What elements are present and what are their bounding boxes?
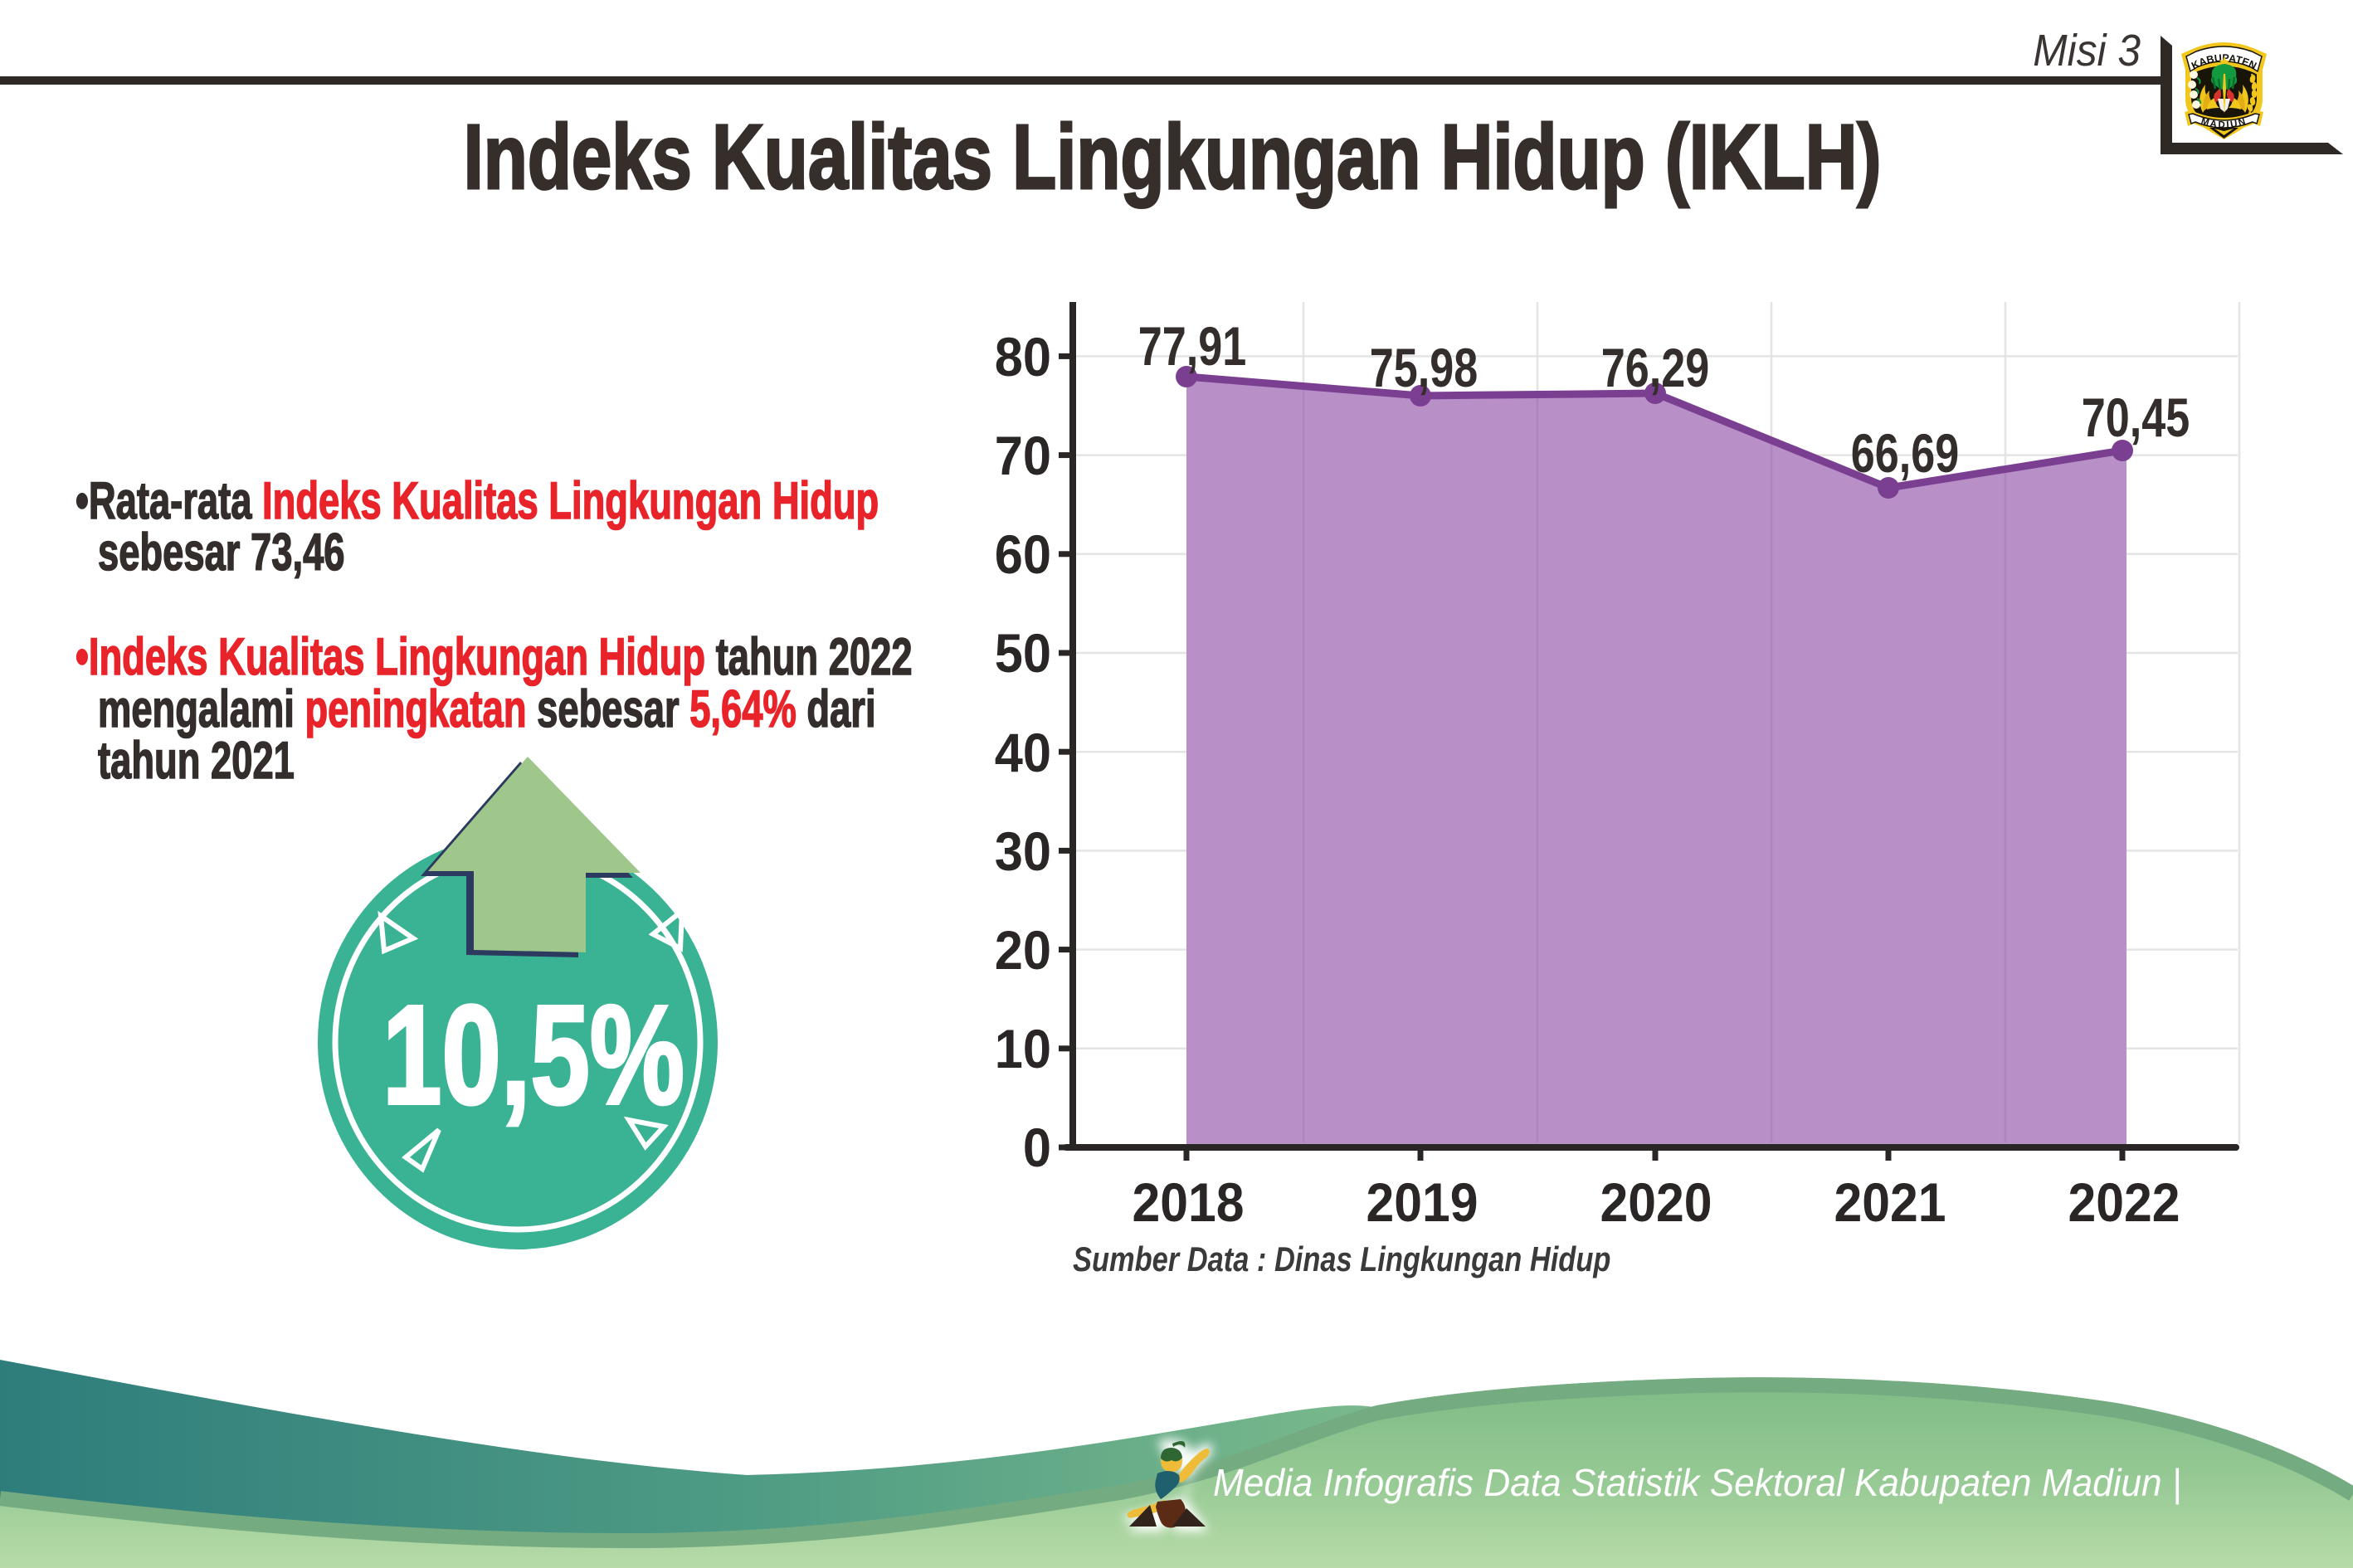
svg-text:2020: 2020	[1600, 1173, 1712, 1234]
svg-text:2022: 2022	[2068, 1173, 2180, 1234]
svg-text:10,5%: 10,5%	[382, 976, 684, 1134]
svg-text:60: 60	[995, 523, 1051, 586]
svg-text:Media Infografis Data Statisti: Media Infografis Data Statistik Sektoral…	[1213, 1461, 2181, 1504]
svg-text:Indeks Kualitas Lingkungan Hid: Indeks Kualitas Lingkungan Hidup (IKLH)	[464, 106, 1882, 208]
svg-text:76,29: 76,29	[1601, 337, 1709, 398]
svg-text:2018: 2018	[1132, 1173, 1244, 1234]
svg-text:66,69: 66,69	[1851, 422, 1959, 484]
svg-text:Sumber Data : Dinas Lingkungan: Sumber Data : Dinas Lingkungan Hidup	[1073, 1240, 1610, 1279]
svg-text:70: 70	[995, 425, 1051, 487]
svg-text:0: 0	[1023, 1117, 1051, 1179]
svg-text:20: 20	[995, 919, 1051, 981]
svg-text:2021: 2021	[1834, 1173, 1946, 1234]
svg-text:mengalami peningkatan sebesar: mengalami peningkatan sebesar 5,64% dari	[98, 679, 876, 738]
svg-text:80: 80	[995, 326, 1051, 388]
svg-text:Misi 3: Misi 3	[2033, 25, 2141, 75]
svg-text:40: 40	[995, 722, 1051, 784]
svg-text:2019: 2019	[1366, 1173, 1478, 1234]
svg-text:70,45: 70,45	[2082, 387, 2190, 448]
svg-text:MADIUN: MADIUN	[2200, 116, 2248, 130]
svg-text:77,91: 77,91	[1138, 315, 1246, 377]
svg-text:75,98: 75,98	[1370, 337, 1478, 398]
svg-text:tahun 2021: tahun 2021	[98, 731, 295, 790]
svg-text:50: 50	[995, 622, 1051, 684]
svg-text:sebesar 73,46: sebesar 73,46	[98, 523, 345, 582]
svg-text:30: 30	[995, 821, 1051, 883]
svg-text:10: 10	[995, 1018, 1051, 1080]
svg-text:•Indeks Kualitas Lingkungan Hi: •Indeks Kualitas Lingkungan Hidup tahun …	[76, 627, 913, 686]
svg-text:•Rata-rata Indeks Kualitas Lin: •Rata-rata Indeks Kualitas Lingkungan Hi…	[76, 471, 879, 530]
